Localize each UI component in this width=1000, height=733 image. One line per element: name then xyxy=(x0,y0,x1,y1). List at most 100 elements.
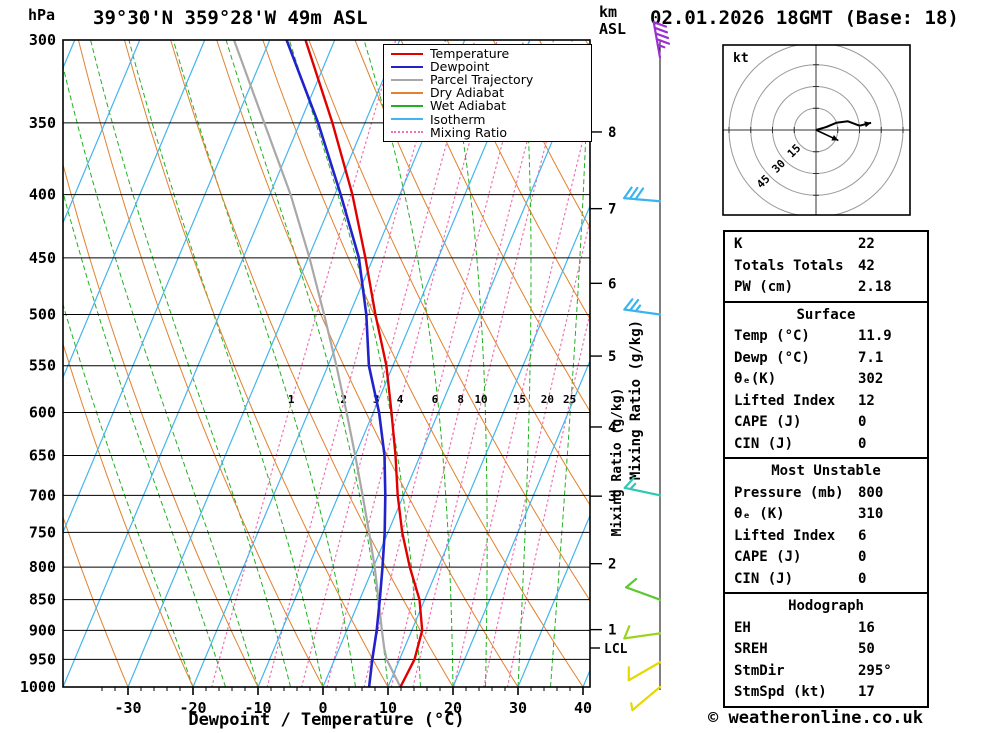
table-section: Most Unstable Pressure (mb) 800 θₑ (K) 310 Li… xyxy=(723,457,929,594)
dry-adiabat-line xyxy=(400,40,590,413)
legend-entry-label: Wet Adiabat xyxy=(430,98,507,114)
wind-barb xyxy=(652,21,671,59)
table-row-label: SREH xyxy=(734,641,768,657)
legend-line-sample-icon xyxy=(391,52,423,55)
wind-barb-staff xyxy=(627,661,662,682)
table-row-label: EH xyxy=(734,619,751,636)
wind-barb xyxy=(625,577,662,601)
wind-barb-feather xyxy=(625,577,638,589)
wind-barb-staff xyxy=(623,632,662,640)
table-section-header: Hodograph xyxy=(788,598,864,614)
table-row-label: Totals Totals xyxy=(734,257,844,274)
wind-barb-feather xyxy=(623,477,635,489)
table-section-header: Most Unstable xyxy=(771,463,881,479)
temp-tick-label: -10 xyxy=(244,699,271,717)
legend-line-sample-icon xyxy=(391,91,423,94)
table-row: Totals Totals 42 xyxy=(725,256,927,278)
isotherm-line xyxy=(63,40,206,380)
mixing-ratio-line xyxy=(301,40,476,687)
table-row-label: Dewp (°C) xyxy=(734,349,810,366)
wet-adiabat-line xyxy=(363,40,454,687)
wind-barb-feather xyxy=(634,187,645,201)
legend-entry: Mixing Ratio xyxy=(388,126,587,139)
dry-adiabat-line xyxy=(492,40,590,229)
temperature-curve xyxy=(304,40,424,687)
table-row-value: 295° xyxy=(858,662,892,679)
table-row-value: 0 xyxy=(858,549,867,565)
dewpoint-curve xyxy=(285,40,387,687)
temp-tick-label: -20 xyxy=(179,699,206,717)
table-row-value: 6 xyxy=(858,527,867,544)
table-row-value: 0 xyxy=(858,570,867,587)
skewt-background xyxy=(63,40,590,687)
table-row-value: 50 xyxy=(858,641,875,657)
pressure-tick-label: 750 xyxy=(29,523,56,541)
plot-border xyxy=(62,39,591,688)
table-row-label: CAPE (J) xyxy=(734,414,802,430)
table-row: Lifted Index 6 xyxy=(725,526,927,548)
table-row-value: 22 xyxy=(858,236,875,252)
wind-barb-feather xyxy=(652,21,668,28)
wind-barb-feather xyxy=(654,32,670,40)
isotherm-line xyxy=(517,514,590,687)
mixing-ratio-value-label: 25 xyxy=(563,393,576,406)
table-row-label: Lifted Index xyxy=(734,527,836,544)
table-row-label: CIN (J) xyxy=(734,570,794,587)
table-row-value: 310 xyxy=(858,506,884,522)
run-datetime-title: 02.01.2026 18GMT (Base: 18) xyxy=(650,7,959,29)
temp-tick-label: -30 xyxy=(114,699,141,717)
copyright: © weatheronline.co.uk xyxy=(708,708,923,728)
legend-entry: Wet Adiabat xyxy=(388,99,587,112)
table-row-label: PW (cm) xyxy=(734,279,794,295)
table-row-value: 2.18 xyxy=(858,279,892,295)
wind-barb-feather xyxy=(628,298,640,312)
table-row-value: 0 xyxy=(858,435,867,452)
wind-barb-feather xyxy=(653,26,669,34)
pressure-tick-label: 500 xyxy=(29,306,56,324)
table-row: CAPE (J) 0 xyxy=(725,412,927,434)
table-section: Hodograph EH 16 SREH 50 StmDir 295° StmSpd (kt)… xyxy=(723,592,929,708)
legend-line-sample-icon xyxy=(391,104,423,107)
km-tick-label: 5 xyxy=(608,349,616,365)
temp-tick-label: 0 xyxy=(318,699,327,717)
isotherm-line xyxy=(63,40,271,534)
temp-tick-label: 10 xyxy=(379,699,397,717)
sounding-profiles xyxy=(232,40,424,687)
wind-barb-feather xyxy=(623,625,631,640)
dry-adiabat-line xyxy=(63,515,129,687)
km-tick-label: 6 xyxy=(608,276,616,292)
isotherm-line xyxy=(322,49,590,687)
legend-entry: Temperature xyxy=(388,47,587,60)
pressure-tick-label: 650 xyxy=(29,447,56,465)
wet-adiabat-line xyxy=(90,40,291,687)
isotherm-line xyxy=(192,40,466,687)
table-row: CIN (J) 0 xyxy=(725,569,927,591)
hodograph-unit-label: kt xyxy=(733,51,749,66)
table-section: Surface Temp (°C) 11.9 Dewp (°C) 7.1 θₑ(K) 302… xyxy=(723,300,929,459)
hodograph-trace-arrowhead xyxy=(864,121,872,128)
x-axis-title: Dewpoint / Temperature (°C) xyxy=(188,710,465,730)
table-row-label: θₑ (K) xyxy=(734,506,785,522)
table-row: Dewp (°C) 7.1 xyxy=(725,348,927,370)
table-row-value: 42 xyxy=(858,257,875,274)
pressure-tick-label: 900 xyxy=(29,621,56,639)
table-row: Lifted Index 12 xyxy=(725,391,927,413)
wet-adiabat-line xyxy=(128,40,324,687)
pressure-tick-label: 350 xyxy=(29,114,56,132)
wet-adiabat-line xyxy=(444,40,488,687)
legend-line-sample-icon xyxy=(391,131,423,134)
legend-line-sample-icon xyxy=(391,78,423,81)
wet-adiabat-line xyxy=(63,64,259,687)
asl-label: ASL xyxy=(599,20,627,38)
legend-entry-label: Dewpoint xyxy=(430,59,490,75)
mixing-ratio-value-label: 10 xyxy=(474,393,487,406)
legend: Temperature Dewpoint Parcel Trajectory Dry … xyxy=(383,44,592,142)
dry-adiabat-line xyxy=(446,40,590,320)
km-tick-label: 1 xyxy=(608,623,616,639)
mixing-ratio-axis-label-pink: Mixing Ratio (g/kg) xyxy=(610,388,625,537)
mixing-ratio-value-label: 4 xyxy=(397,393,404,406)
table-row-value: 12 xyxy=(858,392,875,409)
wind-barb-feather xyxy=(628,186,639,200)
